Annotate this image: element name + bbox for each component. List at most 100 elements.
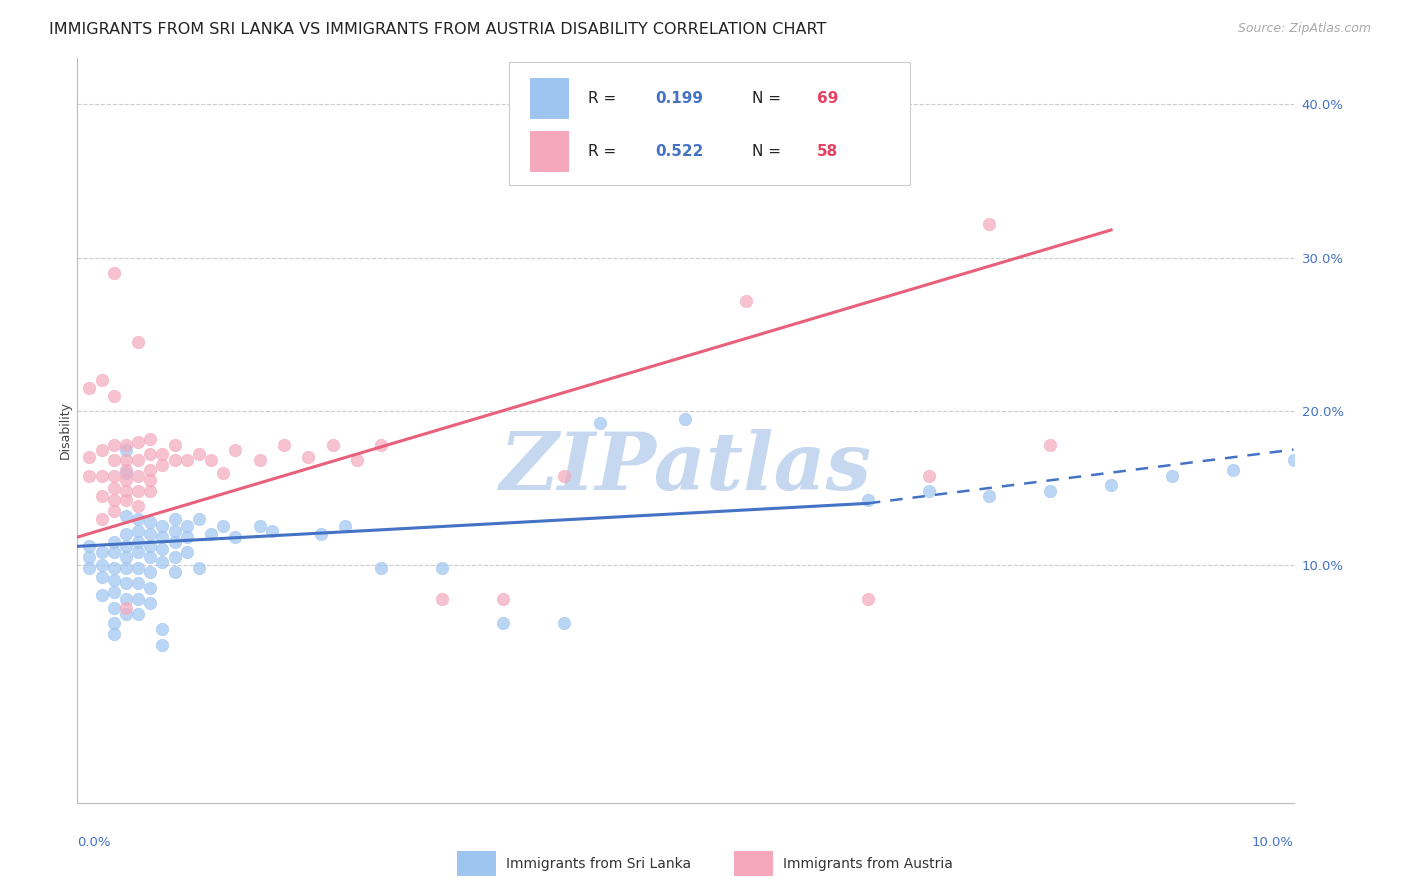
Point: [103, 481, 125, 495]
Point: [79, 450, 101, 465]
Point: [139, 473, 162, 487]
Point: [115, 493, 138, 508]
Point: [589, 417, 612, 431]
Point: [79, 550, 101, 565]
Point: [103, 627, 125, 641]
Point: [152, 638, 174, 652]
Point: [492, 591, 515, 606]
Point: [90, 468, 112, 483]
Point: [1222, 462, 1244, 476]
Point: [115, 473, 138, 487]
Point: [90, 570, 112, 584]
Text: Immigrants from Sri Lanka: Immigrants from Sri Lanka: [506, 857, 692, 871]
Point: [176, 453, 198, 467]
FancyBboxPatch shape: [530, 78, 568, 120]
Point: [115, 453, 138, 467]
Point: [553, 616, 575, 631]
Point: [79, 539, 101, 553]
Point: [200, 527, 222, 541]
Point: [675, 412, 697, 426]
Point: [139, 484, 162, 499]
Text: R =: R =: [588, 92, 621, 106]
Point: [163, 534, 186, 549]
Point: [152, 555, 174, 569]
Text: 0.0%: 0.0%: [77, 837, 111, 849]
Point: [127, 434, 149, 449]
Point: [1099, 478, 1122, 492]
Point: [139, 539, 162, 553]
Point: [553, 468, 575, 483]
Point: [163, 524, 186, 538]
Text: 0.522: 0.522: [655, 144, 703, 159]
Point: [103, 534, 125, 549]
Text: Immigrants from Austria: Immigrants from Austria: [783, 857, 953, 871]
Point: [979, 489, 1001, 503]
Point: [152, 622, 174, 636]
Point: [430, 591, 453, 606]
Point: [139, 581, 162, 595]
Point: [115, 442, 138, 457]
Point: [139, 432, 162, 446]
Point: [333, 519, 356, 533]
Point: [918, 484, 941, 499]
Point: [115, 466, 138, 480]
Text: 58: 58: [817, 144, 838, 159]
Text: Source: ZipAtlas.com: Source: ZipAtlas.com: [1237, 22, 1371, 36]
Point: [139, 550, 162, 565]
Point: [212, 519, 235, 533]
Point: [176, 545, 198, 559]
Point: [152, 530, 174, 544]
Point: [115, 508, 138, 523]
Point: [127, 468, 149, 483]
Point: [370, 561, 392, 575]
Point: [103, 573, 125, 587]
Point: [163, 453, 186, 467]
Point: [115, 607, 138, 621]
Point: [139, 527, 162, 541]
Point: [103, 600, 125, 615]
Point: [152, 458, 174, 472]
Point: [139, 447, 162, 461]
Point: [127, 576, 149, 591]
Point: [115, 600, 138, 615]
Point: [115, 539, 138, 553]
Point: [1161, 468, 1184, 483]
Point: [103, 545, 125, 559]
FancyBboxPatch shape: [530, 130, 568, 171]
Point: [297, 450, 319, 465]
Point: [1039, 484, 1062, 499]
Point: [163, 438, 186, 452]
Point: [103, 453, 125, 467]
Point: [127, 607, 149, 621]
Point: [260, 524, 283, 538]
Point: [127, 453, 149, 467]
Point: [856, 591, 879, 606]
Point: [127, 561, 149, 575]
Point: [979, 217, 1001, 231]
Point: [115, 462, 138, 476]
Point: [188, 511, 211, 525]
Point: [152, 542, 174, 557]
Text: N =: N =: [752, 92, 786, 106]
Point: [115, 550, 138, 565]
Point: [370, 438, 392, 452]
Point: [163, 550, 186, 565]
Point: [90, 511, 112, 525]
Point: [115, 438, 138, 452]
Point: [115, 591, 138, 606]
Point: [127, 545, 149, 559]
Point: [127, 534, 149, 549]
Point: [249, 519, 271, 533]
Point: [90, 374, 112, 388]
Point: [1282, 453, 1305, 467]
Point: [79, 561, 101, 575]
Text: R =: R =: [588, 144, 621, 159]
Point: [79, 381, 101, 395]
Point: [212, 466, 235, 480]
Point: [176, 519, 198, 533]
Point: [90, 589, 112, 603]
Text: 0.199: 0.199: [655, 92, 703, 106]
Point: [152, 519, 174, 533]
Text: N =: N =: [752, 144, 786, 159]
Point: [309, 527, 332, 541]
